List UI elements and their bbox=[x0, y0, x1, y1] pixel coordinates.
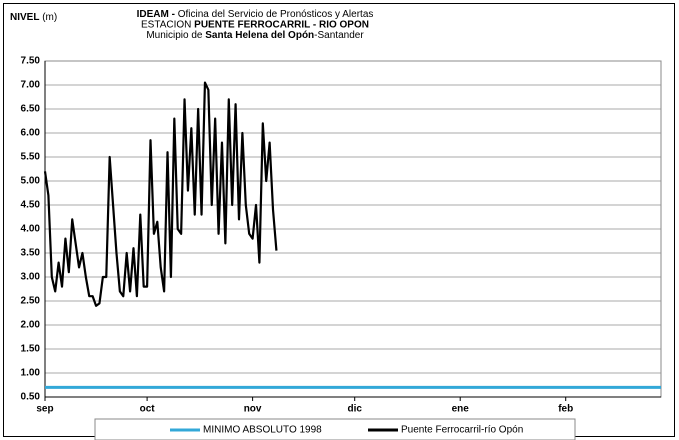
chart-title: Municipio de Santa Helena del Opón-Santa… bbox=[146, 30, 364, 41]
y-tick-label: 6.50 bbox=[21, 104, 41, 115]
x-tick-label: ene bbox=[452, 404, 470, 415]
y-tick-label: 3.00 bbox=[21, 272, 41, 283]
chart-title-part: -Santander bbox=[314, 30, 364, 41]
legend-box bbox=[94, 418, 576, 440]
x-tick-label: feb bbox=[558, 404, 573, 415]
y-tick-label: 2.00 bbox=[21, 320, 41, 331]
x-tick-label: nov bbox=[244, 404, 262, 415]
x-tick-label: dic bbox=[347, 404, 362, 415]
chart-title-part: Oficina del Servicio de Pronósticos y Al… bbox=[175, 9, 373, 20]
y-tick-label: 4.50 bbox=[21, 200, 41, 211]
x-tick-label: oct bbox=[140, 404, 156, 415]
y-tick-label: 1.50 bbox=[21, 344, 41, 355]
legend-label: Puente Ferrocarril-río Opón bbox=[401, 425, 523, 436]
y-axis-label: NIVEL (m) bbox=[10, 12, 57, 23]
y-tick-label: 2.50 bbox=[21, 296, 41, 307]
y-tick-label: 4.00 bbox=[21, 224, 41, 235]
chart-title-part: Municipio de bbox=[146, 30, 205, 41]
y-tick-label: 5.50 bbox=[21, 152, 41, 163]
y-tick-label: 3.50 bbox=[21, 248, 41, 259]
y-tick-label: 0.50 bbox=[21, 392, 41, 403]
x-tick-label: sep bbox=[36, 404, 53, 415]
y-axis-label-part: NIVEL bbox=[10, 12, 39, 23]
series-line bbox=[43, 81, 278, 307]
chart-title: ESTACION PUENTE FERROCARRIL - RIO OPON bbox=[141, 19, 369, 30]
chart-title-part: IDEAM - bbox=[137, 9, 175, 20]
chart-title-part: Santa Helena del Opón bbox=[205, 30, 314, 41]
y-axis-label-part: (m) bbox=[39, 12, 57, 23]
y-tick-label: 1.00 bbox=[21, 368, 41, 379]
y-tick-label: 7.50 bbox=[21, 56, 41, 67]
chart-title-part: ESTACION bbox=[141, 19, 194, 30]
y-tick-label: 5.00 bbox=[21, 176, 41, 187]
legend-label: MINIMO ABSOLUTO 1998 bbox=[203, 425, 322, 436]
y-tick-label: 7.00 bbox=[21, 80, 41, 91]
chart-title: IDEAM - Oficina del Servicio de Pronósti… bbox=[137, 9, 374, 20]
chart-title-part: PUENTE FERROCARRIL - RIO OPON bbox=[194, 19, 369, 30]
y-tick-label: 6.00 bbox=[21, 128, 41, 139]
